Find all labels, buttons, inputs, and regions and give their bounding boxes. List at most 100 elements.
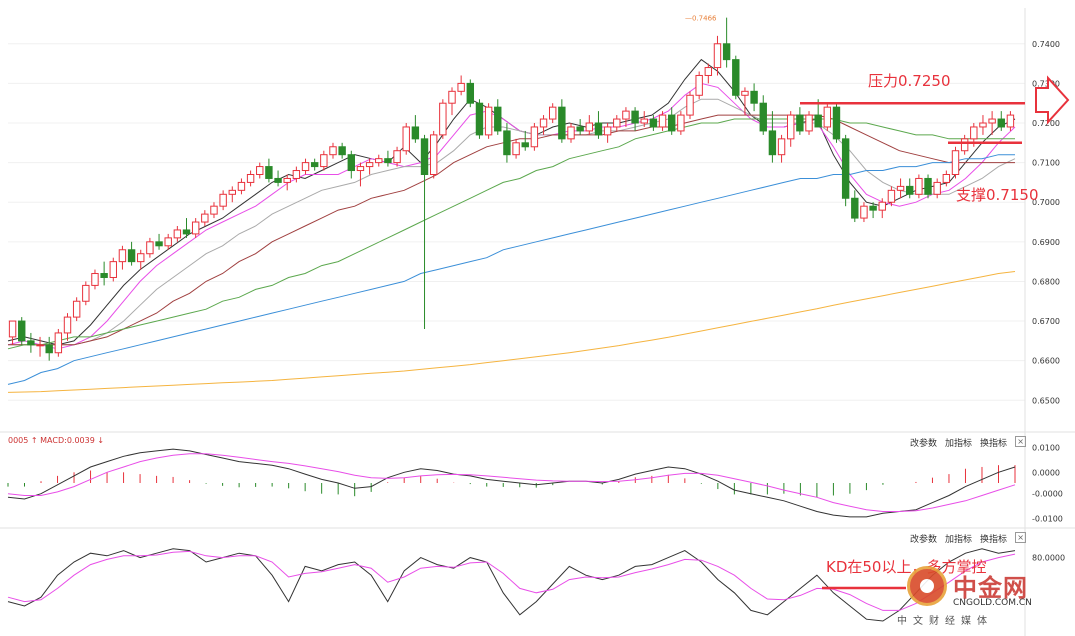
candle-body	[146, 241, 154, 255]
price-tick-label: 0.7200	[1032, 119, 1060, 128]
candle-body	[402, 126, 410, 152]
close-icon[interactable]: ×	[1015, 436, 1027, 447]
candle-body	[411, 126, 420, 140]
modify-params-button-kd[interactable]: 改参数	[910, 535, 938, 545]
kd-tick-label: 80.0000	[1032, 554, 1065, 563]
candle-body	[72, 300, 81, 318]
candle-body	[594, 122, 603, 136]
candle-body	[237, 181, 246, 191]
price-tick-label: 0.7000	[1032, 198, 1060, 207]
candle-body	[54, 332, 63, 354]
candle-body	[210, 205, 218, 215]
candle-body	[466, 82, 475, 104]
candle-body	[228, 189, 236, 195]
price-tick-label: 0.7100	[1032, 159, 1060, 168]
candle-body	[484, 106, 493, 136]
candle-body	[164, 237, 172, 247]
moving-average-lines	[7, 58, 1016, 393]
candle-body	[658, 114, 667, 128]
candle-body	[860, 205, 868, 219]
swap-indicator-button-kd[interactable]: 换指标	[980, 535, 1008, 545]
price-tick-label: 0.6500	[1032, 396, 1060, 405]
candle-body	[796, 114, 804, 132]
candle-body	[356, 166, 365, 172]
candle-body	[503, 130, 511, 156]
candle-body	[713, 43, 722, 69]
watermark: 中金网 CNGOLD.COM.CN 中文财经媒体	[897, 566, 1057, 632]
candle-body	[558, 106, 566, 140]
candle-body	[347, 154, 355, 172]
candle-body	[393, 150, 401, 164]
candle-body	[732, 59, 740, 96]
watermark-sub: 中文财经媒体	[897, 616, 993, 627]
modify-params-button[interactable]: 改参数	[910, 439, 938, 449]
candle-body	[475, 102, 484, 136]
candle-body	[457, 82, 465, 92]
candle-body	[182, 229, 191, 235]
candle-body	[622, 110, 630, 120]
swap-indicator-button[interactable]: 换指标	[980, 439, 1008, 449]
candle-body	[375, 158, 383, 164]
resistance-label: 压力0.7250	[868, 72, 951, 90]
candle-body	[320, 154, 328, 168]
candle-body	[805, 114, 813, 132]
candle-body	[512, 142, 520, 156]
candle-body	[878, 201, 886, 211]
candle-body	[429, 134, 438, 175]
candle-body	[906, 185, 914, 195]
macd-tick-label: 0.0100	[1032, 443, 1060, 452]
candle-body	[219, 193, 227, 207]
kd-pane: 80.0000	[7, 548, 1065, 622]
candle-body	[82, 284, 90, 302]
candle-body	[970, 126, 978, 140]
candle-body	[750, 90, 758, 104]
candle-body	[27, 340, 35, 346]
macd-header-text: 0005 ↑ MACD:0.0039 ↓	[8, 436, 105, 445]
ma-line	[7, 118, 1015, 350]
candle-body	[45, 344, 53, 354]
candle-body	[924, 177, 932, 195]
candle-body	[585, 122, 594, 132]
candle-body	[329, 146, 337, 156]
candle-body	[951, 150, 960, 175]
candle-body	[365, 162, 374, 168]
candle-body	[603, 126, 612, 136]
price-axis: 0.7400 0.7300 0.7200 0.7100 0.7000 0.6900 0.68…	[1032, 40, 1060, 405]
candle-body	[851, 197, 859, 219]
candle-body	[759, 102, 767, 132]
price-tick-label: 0.6600	[1032, 357, 1060, 366]
candle-body	[173, 229, 182, 239]
candle-body	[246, 173, 255, 183]
candle-body	[640, 118, 648, 124]
candle-body	[832, 106, 841, 140]
add-indicator-button-kd[interactable]: 加指标	[945, 535, 973, 545]
add-indicator-button[interactable]: 加指标	[945, 439, 973, 449]
candle-body	[741, 90, 749, 96]
candle-body	[869, 205, 877, 211]
candle-body	[915, 177, 923, 195]
kd-controls: 改参数 加指标 换指标 ×	[910, 532, 1027, 545]
ma-line	[7, 154, 1015, 385]
price-tick-label: 0.7300	[1032, 79, 1060, 88]
support-label: 支撑0.7150	[956, 186, 1039, 204]
candle-body	[448, 90, 456, 104]
candle-body	[127, 249, 136, 263]
candle-body	[548, 106, 557, 120]
cngold-logo-icon	[907, 566, 947, 606]
candle-body	[539, 118, 548, 128]
kd-d-line	[7, 550, 1016, 611]
candle-body	[301, 162, 310, 172]
candle-body	[265, 166, 273, 179]
ma-line	[7, 271, 1016, 393]
candle-body	[292, 170, 301, 179]
candle-body	[283, 177, 291, 183]
candle-body	[814, 114, 822, 128]
candle-body	[887, 189, 896, 203]
candle-body	[960, 138, 969, 152]
watermark-en: CNGOLD.COM.CN	[953, 598, 1032, 608]
right-arrow-icon[interactable]	[1035, 75, 1070, 125]
candle-body	[191, 221, 200, 235]
close-icon-kd[interactable]: ×	[1015, 532, 1027, 543]
candle-body	[310, 162, 319, 168]
